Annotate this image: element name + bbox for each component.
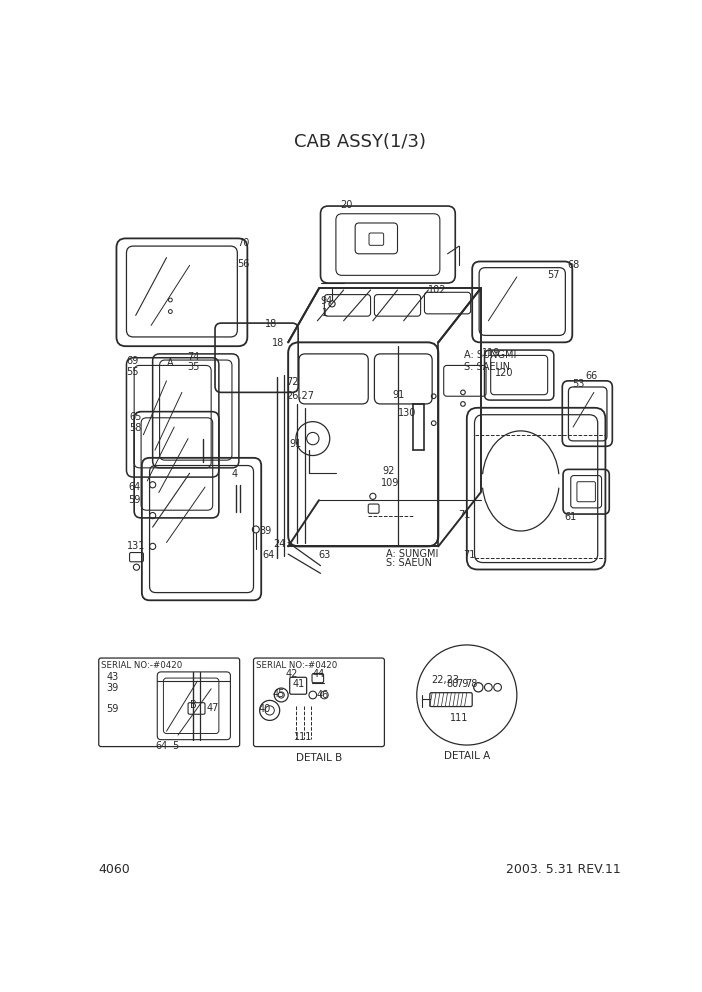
Text: 4060: 4060 [99,863,131,876]
Text: 64: 64 [128,482,140,492]
Text: 70: 70 [237,238,250,248]
Text: 35: 35 [187,362,199,372]
Text: 80: 80 [446,679,458,688]
Text: 47: 47 [206,702,219,712]
Text: 65: 65 [130,412,142,422]
Text: 1: 1 [322,309,328,318]
Text: 64: 64 [156,741,168,751]
Text: 119: 119 [482,348,501,358]
Text: B: B [190,700,197,710]
Text: 55: 55 [126,367,139,377]
Text: 131: 131 [126,541,145,551]
Text: 120: 120 [496,368,514,378]
Text: 94: 94 [321,297,333,307]
Text: 39: 39 [107,682,119,692]
Text: 111: 111 [450,713,468,723]
Text: 92: 92 [382,465,395,475]
Text: 4: 4 [232,469,238,479]
Text: 44: 44 [313,669,325,679]
Text: 130: 130 [397,408,416,418]
Text: 53: 53 [572,379,585,389]
Text: 18: 18 [272,338,284,348]
Text: 91: 91 [392,390,404,400]
Text: 59: 59 [128,495,140,505]
Text: 26,27: 26,27 [286,391,314,401]
Text: 79: 79 [456,679,468,688]
Text: SERIAL NO:-#0420: SERIAL NO:-#0420 [101,661,183,671]
Text: 64: 64 [262,551,274,560]
Text: 61: 61 [564,512,577,522]
Text: 59: 59 [107,704,119,714]
Text: 22,23: 22,23 [432,675,459,685]
Text: 69: 69 [126,356,139,366]
Text: A: A [166,358,173,368]
Text: A: SUNGMI
S: SAEUN: A: SUNGMI S: SAEUN [464,350,516,372]
Text: 46: 46 [317,690,329,700]
Text: DETAIL A: DETAIL A [444,751,490,761]
Text: 20: 20 [340,200,352,210]
Text: 43: 43 [107,672,119,682]
Text: 2003. 5.31 REV.11: 2003. 5.31 REV.11 [506,863,621,876]
Text: 91: 91 [290,438,302,448]
Text: 45: 45 [273,688,285,698]
Text: 63: 63 [318,551,331,560]
Text: SERIAL NO:-#0420: SERIAL NO:-#0420 [256,661,337,671]
Text: 24: 24 [273,539,285,549]
Text: 111: 111 [293,732,312,742]
Text: 66: 66 [585,371,597,381]
Text: 18: 18 [265,319,277,329]
Text: 72: 72 [286,377,299,387]
Text: DETAIL B: DETAIL B [296,753,342,763]
Text: S: SAEUN: S: SAEUN [386,558,432,568]
Text: 56: 56 [237,259,250,269]
Text: 68: 68 [567,260,579,270]
Text: 102: 102 [428,285,446,295]
Text: 57: 57 [548,270,560,280]
Text: 71: 71 [458,510,471,520]
Text: CAB ASSY(1/3): CAB ASSY(1/3) [293,133,426,151]
Text: 58: 58 [130,424,142,434]
Text: 41: 41 [293,679,305,688]
Text: 71: 71 [463,551,475,560]
Text: 78: 78 [465,679,477,688]
Text: 109: 109 [380,478,399,488]
Text: 40: 40 [259,704,271,714]
Text: A: SUNGMI: A: SUNGMI [386,549,438,558]
Text: 5: 5 [173,741,179,751]
Text: 74: 74 [187,351,199,361]
Text: 39: 39 [260,526,272,536]
Text: 42: 42 [286,669,298,679]
